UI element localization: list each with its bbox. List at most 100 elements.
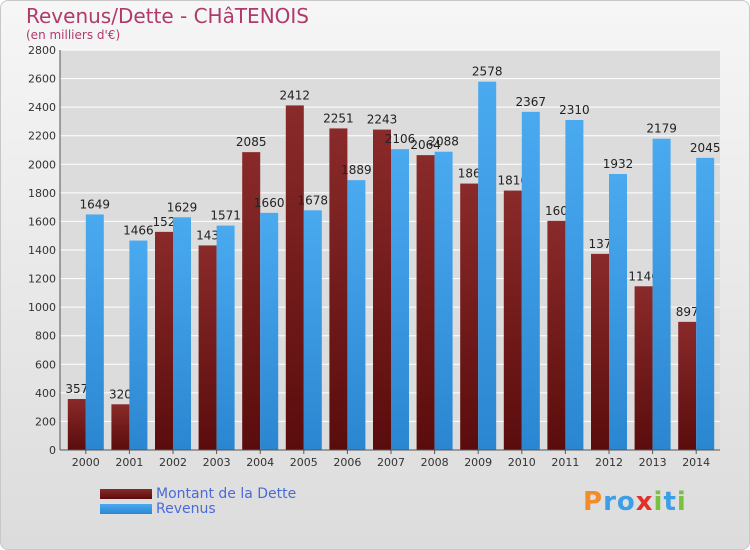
bar-revenus [696,157,715,450]
bar-debt [155,231,173,450]
bar-debt [547,220,566,450]
x-tick-label: 2009 [464,456,492,469]
x-tick-label: 2006 [333,456,361,469]
data-label-debt: 2243 [367,113,398,127]
x-tick-label: 2011 [551,456,579,469]
y-tick-label: 2600 [28,73,56,86]
x-tick-label: 2004 [246,456,274,469]
data-label-revenus: 2310 [559,103,590,117]
bar-revenus [216,225,235,450]
chart-title: Revenus/Dette - CHâTENOIS [26,4,309,28]
legend-item-debt: Montant de la Dette [100,485,297,502]
data-label-revenus: 2578 [472,65,503,79]
data-label-debt: 357 [65,382,88,396]
bar-revenus [129,240,148,450]
logo-letter: x [635,487,654,517]
data-label-debt: 2251 [323,111,354,125]
legend-label-debt: Montant de la Dette [156,485,297,502]
data-label-debt: 152 [153,215,176,229]
data-label-revenus: 1660 [254,196,285,210]
bar-revenus [609,174,627,450]
x-tick-label: 2005 [290,456,318,469]
x-tick-label: 2001 [115,456,143,469]
y-tick-label: 800 [35,330,56,343]
y-tick-label: 2400 [28,101,56,114]
bar-revenus [391,149,409,450]
x-tick-label: 2012 [595,456,623,469]
data-label-revenus: 1466 [123,224,154,238]
bar-debt [285,105,304,450]
legend-swatch-debt [100,488,152,499]
data-label-revenus: 1649 [80,197,111,211]
logo-letter: i [676,487,687,517]
bar-debt [503,190,522,451]
data-label-debt: 1816 [498,174,529,188]
x-axis: 2000 2001 2002 2003 2004 2005 2006 2007 2008 2009… [60,449,720,469]
data-label-revenus: 1571 [210,209,241,223]
data-label-revenus: 1932 [603,157,634,171]
bar-revenus [260,212,279,450]
bar-revenus [652,138,671,450]
data-label-revenus: 2179 [646,122,677,136]
x-tick-label: 2013 [639,456,667,469]
y-tick-label: 1800 [28,187,56,200]
bar-debt [591,253,609,450]
x-tick-label: 2010 [508,456,536,469]
bar-debt [198,245,217,450]
data-label-debt: 2412 [280,88,311,102]
data-label-debt: 897 [676,305,699,319]
chart-subtitle: (en milliers d'€) [26,28,121,42]
logo-letter: P [583,487,604,517]
bar-debt [329,128,348,450]
legend-label-revenus: Revenus [156,500,216,517]
x-tick-label: 2000 [72,456,100,469]
data-label-debt: 137 [589,237,612,251]
bar-revenus [173,217,191,450]
bar-revenus [85,214,104,450]
proxiti-logo: Proxiti [583,487,687,517]
bar-revenus [303,210,322,450]
logo-letter: t [663,487,677,517]
bar-debt [242,152,261,450]
bar-revenus [347,180,366,450]
y-tick-label: 2800 [28,44,56,57]
y-tick-label: 1200 [28,273,56,286]
data-label-revenus: 1678 [298,193,329,207]
bar-revenus [521,111,540,450]
data-label-debt: 2085 [236,135,267,149]
bar-debt [416,155,435,450]
bar-debt [373,129,391,451]
y-tick-label: 1000 [28,301,56,314]
y-tick-label: 2000 [28,158,56,171]
bar-revenus [478,81,497,450]
x-tick-label: 2007 [377,456,405,469]
y-tick-label: 1600 [28,215,56,228]
legend: Montant de la Dette Revenus [100,485,297,517]
logo-letter: i [653,487,664,517]
bar-debt [67,399,86,450]
y-tick-label: 0 [49,444,56,457]
y-tick-label: 1400 [28,244,56,257]
data-label-revenus: 1629 [167,200,198,214]
bar-debt [111,404,130,450]
y-axis: 0 200 400 600 800 1000 1200 1400 1600 1800 2000 220… [28,44,61,457]
data-label-revenus: 2088 [428,135,459,149]
bar-revenus [565,120,584,450]
x-tick-label: 2014 [682,456,710,469]
data-label-debt: 160 [545,204,568,218]
bar-debt [460,183,479,451]
legend-item-revenus: Revenus [100,500,296,517]
data-label-debt: 1146 [628,269,659,283]
y-tick-label: 2200 [28,130,56,143]
data-label-revenus: 2367 [516,95,547,109]
data-label-debt: 2064 [410,138,441,152]
y-tick-label: 200 [35,415,56,428]
y-tick-label: 600 [35,358,56,371]
logo-letter: o [616,487,636,517]
data-label-debt: 320 [109,387,132,401]
data-label-revenus: 2106 [385,132,416,146]
bar-debt [634,286,653,450]
data-label-revenus: 2045 [690,141,721,155]
x-tick-label: 2003 [203,456,231,469]
